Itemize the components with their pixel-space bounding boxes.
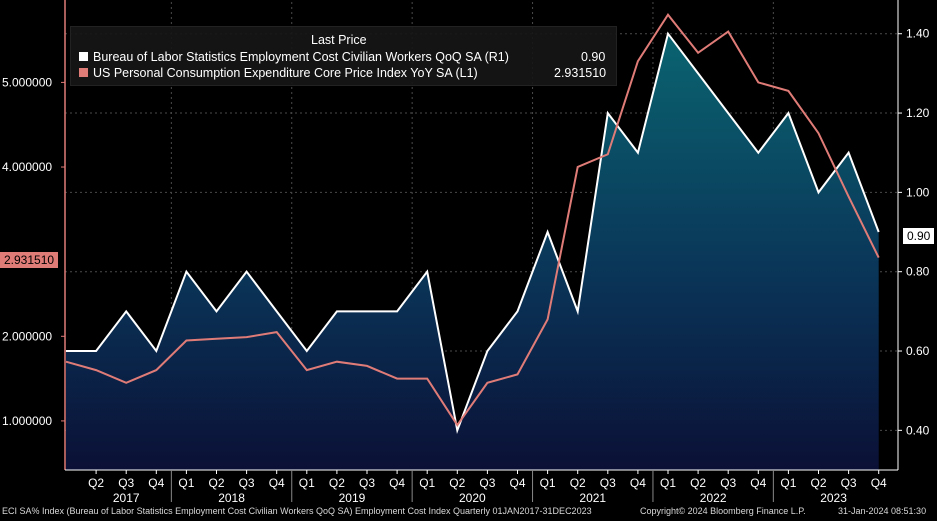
legend-item-eci: Bureau of Labor Statistics Employment Co… xyxy=(79,50,509,64)
year-label: 2019 xyxy=(339,491,366,505)
x-tick-label: Q3 xyxy=(720,476,736,490)
x-tick-label: Q4 xyxy=(269,476,285,490)
right-tick-label: 0.60 xyxy=(906,344,930,358)
x-tick-label: Q3 xyxy=(479,476,495,490)
pce-last-value-tag: 2.931510 xyxy=(0,252,59,268)
x-tick-label: Q2 xyxy=(690,476,706,490)
legend-title: Last Price xyxy=(311,33,367,47)
x-tick-label: Q2 xyxy=(449,476,465,490)
left-tick-label: 4.000000 xyxy=(2,160,52,174)
x-tick-label: Q4 xyxy=(630,476,646,490)
legend-swatch-pce xyxy=(79,68,88,77)
right-tick-label: 0.80 xyxy=(906,265,930,279)
tick-labels: 1.000000 2.000000 4.000000 5.000000 0.40 0.60… xyxy=(2,27,930,505)
pce-series-line xyxy=(65,12,880,427)
year-label: 2017 xyxy=(113,491,140,505)
right-tick-label: 1.00 xyxy=(906,185,930,199)
year-label: 2023 xyxy=(820,491,847,505)
x-tick-label: Q3 xyxy=(600,476,616,490)
year-label: 2021 xyxy=(579,491,606,505)
year-label: 2020 xyxy=(459,491,486,505)
right-tick-label: 1.20 xyxy=(906,106,930,120)
year-label: 2022 xyxy=(700,491,727,505)
x-tick-label: Q4 xyxy=(871,476,887,490)
x-tick-label: Q2 xyxy=(88,476,104,490)
legend-label-pce: US Personal Consumption Expenditure Core… xyxy=(93,66,478,80)
footer-timestamp: 31-Jan-2024 08:51:30 xyxy=(838,506,927,516)
right-tick-label: 1.40 xyxy=(906,27,930,41)
left-tick-label: 2.000000 xyxy=(2,329,52,343)
x-tick-label: Q3 xyxy=(359,476,375,490)
x-tick-label: Q3 xyxy=(841,476,857,490)
footer-copyright: Copyright© 2024 Bloomberg Finance L.P. xyxy=(640,506,806,516)
x-tick-label: Q1 xyxy=(178,476,194,490)
legend-item-pce: US Personal Consumption Expenditure Core… xyxy=(79,66,478,80)
year-label: 2018 xyxy=(218,491,245,505)
x-tick-label: Q2 xyxy=(329,476,345,490)
x-tick-label: Q4 xyxy=(750,476,766,490)
footer-description: ECI SA% Index (Bureau of Labor Statistic… xyxy=(2,506,592,516)
eci-series-line xyxy=(66,31,880,434)
legend-swatch-eci xyxy=(79,52,88,61)
x-tick-label: Q1 xyxy=(299,476,315,490)
eci-area-fill xyxy=(66,33,879,470)
right-tick-label: 0.40 xyxy=(906,423,930,437)
x-tick-label: Q4 xyxy=(148,476,164,490)
x-tick-label: Q4 xyxy=(509,476,525,490)
x-tick-label: Q2 xyxy=(208,476,224,490)
x-tick-label: Q1 xyxy=(419,476,435,490)
x-tick-label: Q3 xyxy=(239,476,255,490)
left-tick-label: 1.000000 xyxy=(2,414,52,428)
axes xyxy=(61,0,902,502)
x-tick-label: Q1 xyxy=(540,476,556,490)
legend-value-pce: 2.931510 xyxy=(554,66,607,80)
x-tick-label: Q1 xyxy=(780,476,796,490)
x-tick-label: Q2 xyxy=(810,476,826,490)
legend: Last Price Bureau of Labor Statistics Em… xyxy=(70,26,617,86)
legend-label-eci: Bureau of Labor Statistics Employment Co… xyxy=(93,50,509,64)
eci-last-value-tag: 0.90 xyxy=(903,228,935,244)
x-tick-label: Q2 xyxy=(570,476,586,490)
x-tick-label: Q3 xyxy=(118,476,134,490)
legend-value-eci: 0.90 xyxy=(581,50,606,64)
x-tick-label: Q4 xyxy=(389,476,405,490)
left-tick-label: 5.000000 xyxy=(2,75,52,89)
x-tick-label: Q1 xyxy=(660,476,676,490)
